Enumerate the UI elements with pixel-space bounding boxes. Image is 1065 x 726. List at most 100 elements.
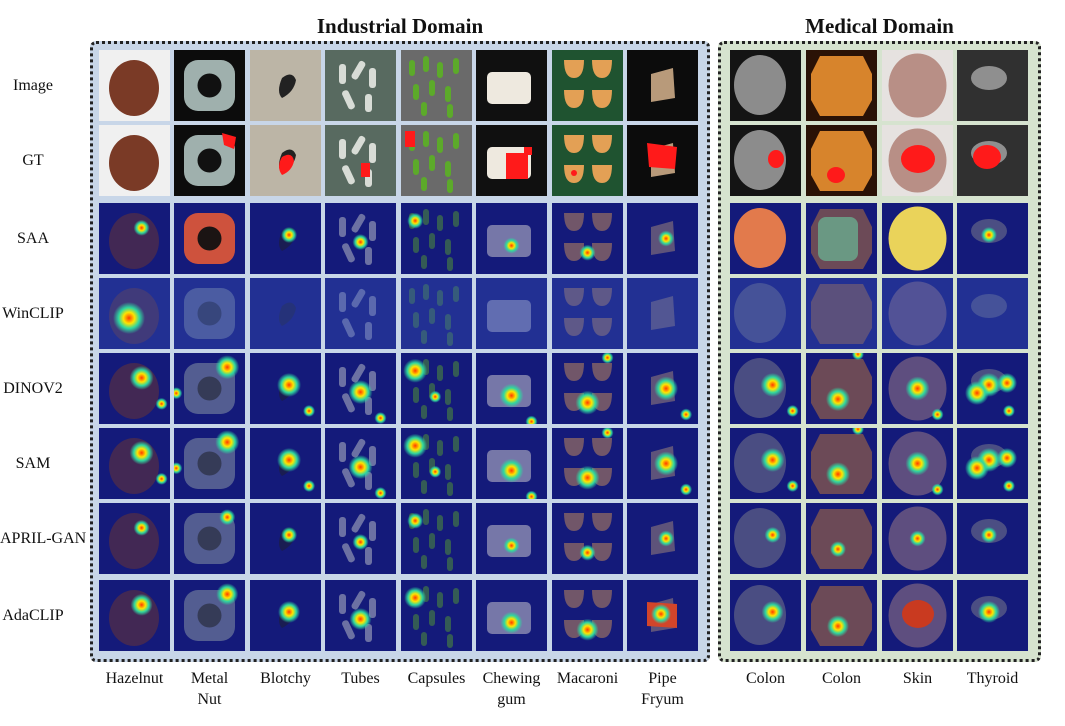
column-label-hazelnut: Hazelnut bbox=[105, 670, 164, 687]
row-label-winclip: WinCLIP bbox=[2, 305, 64, 322]
result-image bbox=[174, 428, 245, 499]
column-label-blotchy: Blotchy bbox=[260, 670, 311, 687]
result-image bbox=[401, 428, 472, 499]
column-label-thyroid: Thyroid bbox=[966, 670, 1019, 687]
result-image bbox=[401, 353, 472, 424]
result-image bbox=[957, 428, 1028, 499]
row-label-april-gan: APRIL-GAN bbox=[0, 530, 87, 547]
row-label-gt: GT bbox=[22, 152, 44, 169]
column-label-metal-nut: Metal Nut bbox=[190, 670, 229, 708]
result-image bbox=[99, 580, 170, 651]
result-image bbox=[552, 278, 623, 349]
result-image bbox=[401, 125, 472, 196]
result-image bbox=[730, 353, 801, 424]
result-image bbox=[325, 353, 396, 424]
result-image bbox=[806, 125, 877, 196]
result-image bbox=[957, 278, 1028, 349]
result-image bbox=[627, 353, 698, 424]
result-image bbox=[174, 203, 245, 274]
result-image bbox=[174, 353, 245, 424]
result-image bbox=[250, 203, 321, 274]
result-image bbox=[627, 125, 698, 196]
result-image bbox=[552, 353, 623, 424]
column-label-skin: Skin bbox=[902, 670, 933, 687]
column-label-macaroni: Macaroni bbox=[556, 670, 619, 687]
result-image bbox=[401, 50, 472, 121]
result-image bbox=[174, 278, 245, 349]
result-image bbox=[730, 203, 801, 274]
result-image bbox=[882, 503, 953, 574]
result-image bbox=[552, 203, 623, 274]
result-image bbox=[882, 50, 953, 121]
result-image bbox=[806, 580, 877, 651]
result-image bbox=[627, 203, 698, 274]
result-image bbox=[250, 353, 321, 424]
result-image bbox=[882, 278, 953, 349]
result-image bbox=[325, 580, 396, 651]
column-label-pipe-fryum: Pipe Fryum bbox=[641, 670, 684, 708]
result-image bbox=[99, 278, 170, 349]
result-image bbox=[99, 50, 170, 121]
result-image bbox=[730, 580, 801, 651]
column-label-tubes: Tubes bbox=[341, 670, 380, 687]
result-image bbox=[806, 428, 877, 499]
result-image bbox=[730, 428, 801, 499]
result-image bbox=[627, 428, 698, 499]
row-label-adaclip: AdaCLIP bbox=[2, 607, 64, 624]
column-label-colon: Colon bbox=[821, 670, 862, 687]
column-label-capsules: Capsules bbox=[407, 670, 466, 687]
result-image bbox=[250, 580, 321, 651]
medical-domain-title: Medical Domain bbox=[805, 14, 954, 38]
result-image bbox=[99, 125, 170, 196]
result-image bbox=[476, 580, 547, 651]
result-image bbox=[552, 580, 623, 651]
result-image bbox=[174, 125, 245, 196]
result-image bbox=[250, 50, 321, 121]
result-image bbox=[882, 203, 953, 274]
result-image bbox=[957, 50, 1028, 121]
result-image bbox=[325, 278, 396, 349]
column-label-colon: Colon bbox=[745, 670, 786, 687]
result-image bbox=[401, 580, 472, 651]
result-image bbox=[806, 203, 877, 274]
result-image bbox=[476, 278, 547, 349]
result-image bbox=[476, 50, 547, 121]
result-image bbox=[627, 580, 698, 651]
result-image bbox=[99, 503, 170, 574]
result-image bbox=[401, 503, 472, 574]
result-image bbox=[174, 50, 245, 121]
result-image bbox=[552, 50, 623, 121]
result-image bbox=[957, 353, 1028, 424]
result-image bbox=[957, 503, 1028, 574]
result-image bbox=[882, 353, 953, 424]
result-image bbox=[882, 428, 953, 499]
result-image bbox=[476, 203, 547, 274]
result-image bbox=[627, 503, 698, 574]
result-image bbox=[325, 428, 396, 499]
result-image bbox=[476, 125, 547, 196]
result-image bbox=[325, 503, 396, 574]
result-image bbox=[250, 503, 321, 574]
result-image bbox=[957, 125, 1028, 196]
result-image bbox=[325, 203, 396, 274]
industrial-domain-title: Industrial Domain bbox=[316, 14, 484, 38]
result-image bbox=[250, 428, 321, 499]
result-image bbox=[99, 353, 170, 424]
result-image bbox=[730, 50, 801, 121]
result-image bbox=[552, 503, 623, 574]
result-image bbox=[806, 50, 877, 121]
result-image bbox=[806, 353, 877, 424]
row-label-dinov2: DINOV2 bbox=[3, 380, 63, 397]
result-image bbox=[552, 428, 623, 499]
result-image bbox=[325, 50, 396, 121]
result-image bbox=[99, 428, 170, 499]
result-image bbox=[957, 580, 1028, 651]
row-label-image: Image bbox=[13, 77, 53, 94]
result-image bbox=[806, 503, 877, 574]
result-image bbox=[627, 278, 698, 349]
result-image bbox=[250, 278, 321, 349]
result-image bbox=[957, 203, 1028, 274]
result-image bbox=[250, 125, 321, 196]
result-image bbox=[325, 125, 396, 196]
result-image bbox=[401, 278, 472, 349]
